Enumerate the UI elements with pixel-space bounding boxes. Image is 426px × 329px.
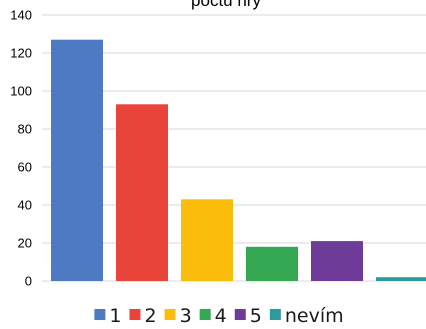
legend-swatch-2 xyxy=(129,309,141,320)
chart-title: počtu hry xyxy=(191,0,261,10)
y-tick-label: 0 xyxy=(25,274,32,289)
y-tick-label: 140 xyxy=(10,8,32,23)
bar-1 xyxy=(51,39,103,282)
bars xyxy=(51,39,426,282)
legend-swatch-3 xyxy=(164,309,176,320)
legend-label-1: 1 xyxy=(109,305,121,327)
gridlines xyxy=(42,14,426,282)
legend-swatch-1 xyxy=(94,309,106,320)
legend-swatch-5 xyxy=(234,309,246,320)
legend-swatch-4 xyxy=(199,309,211,320)
legend-label-4: 4 xyxy=(215,305,227,327)
bar-4 xyxy=(246,246,298,281)
y-tick-label: 40 xyxy=(18,198,32,213)
legend-label-nevím: nevím xyxy=(285,305,344,327)
y-tick-label: 80 xyxy=(18,122,32,137)
bar-2 xyxy=(116,104,168,281)
y-axis-tick-labels: 0 20 40 60 80 100 120 140 xyxy=(10,8,32,289)
bar-3 xyxy=(181,199,233,281)
y-tick-label: 20 xyxy=(18,236,32,251)
legend-label-3: 3 xyxy=(180,305,192,327)
bar-nevím xyxy=(376,277,426,281)
legend-label-5: 5 xyxy=(250,305,262,327)
y-tick-label: 100 xyxy=(10,84,32,99)
legend-label-2: 2 xyxy=(144,305,156,327)
y-tick-label: 60 xyxy=(18,160,32,175)
bar-5 xyxy=(311,241,363,281)
legend-swatch-nevím xyxy=(269,309,281,320)
legend: 1 2 3 4 5 nevím xyxy=(94,305,344,327)
y-tick-label: 120 xyxy=(10,46,32,61)
